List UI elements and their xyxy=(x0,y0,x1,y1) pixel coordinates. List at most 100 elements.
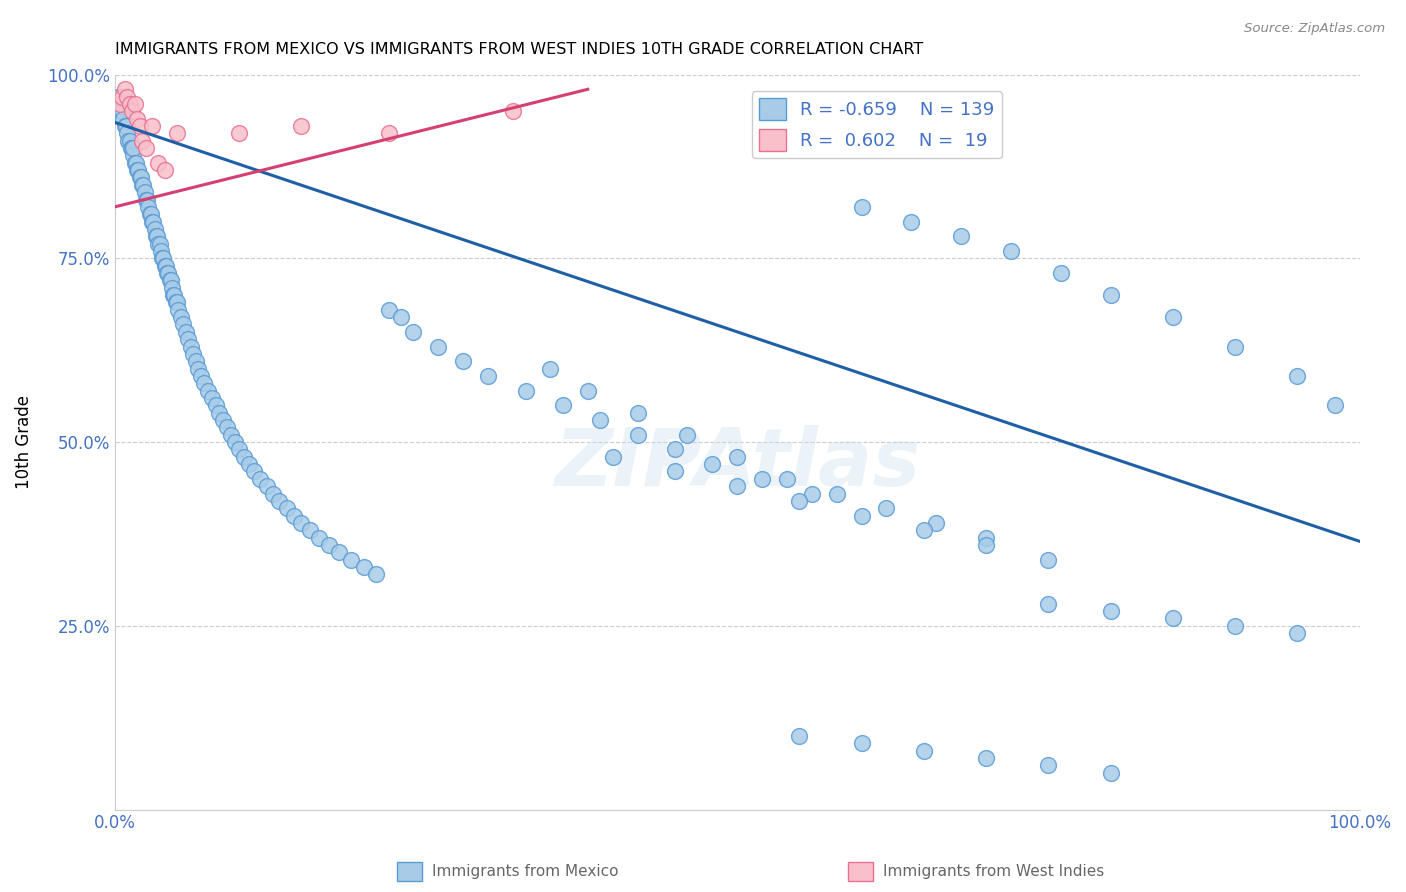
Point xyxy=(122,148,145,162)
Point xyxy=(127,163,149,178)
Point xyxy=(132,178,155,192)
Point xyxy=(589,413,612,427)
Point xyxy=(120,141,142,155)
Point xyxy=(950,229,973,244)
Point xyxy=(112,112,135,126)
Point xyxy=(243,465,266,479)
Point xyxy=(124,155,146,169)
Point xyxy=(800,486,823,500)
Point xyxy=(1099,604,1122,618)
Point xyxy=(276,501,298,516)
Point xyxy=(181,347,204,361)
Point xyxy=(1323,398,1346,412)
Point xyxy=(110,104,132,119)
Point xyxy=(776,472,799,486)
Point xyxy=(1223,619,1246,633)
Point xyxy=(402,325,425,339)
Point xyxy=(551,398,574,412)
Point xyxy=(108,97,131,112)
Point xyxy=(626,406,648,420)
Point xyxy=(751,472,773,486)
Point xyxy=(702,457,724,471)
Point xyxy=(124,97,146,112)
Point xyxy=(1038,597,1060,611)
Point xyxy=(725,479,748,493)
Point xyxy=(127,112,149,126)
Point xyxy=(152,252,174,266)
Point xyxy=(201,391,224,405)
Point xyxy=(156,266,179,280)
Point xyxy=(148,236,170,251)
Point xyxy=(131,178,153,192)
Point xyxy=(427,339,450,353)
Point xyxy=(115,89,138,103)
Point xyxy=(851,200,873,214)
Point xyxy=(165,295,187,310)
Point xyxy=(184,354,207,368)
Point xyxy=(1161,310,1184,325)
Point xyxy=(974,531,997,545)
Point xyxy=(190,368,212,383)
Point xyxy=(148,155,170,169)
Point xyxy=(825,486,848,500)
Point xyxy=(224,435,246,450)
Point xyxy=(219,427,242,442)
Point xyxy=(135,141,157,155)
Point xyxy=(389,310,412,325)
Point xyxy=(138,207,160,221)
Point xyxy=(538,361,561,376)
Point xyxy=(128,119,150,133)
Point xyxy=(1099,765,1122,780)
Point xyxy=(283,508,305,523)
Point xyxy=(204,398,226,412)
Point xyxy=(900,214,922,228)
Point xyxy=(725,450,748,464)
Point xyxy=(328,545,350,559)
Point xyxy=(174,325,197,339)
Point xyxy=(851,736,873,750)
Point xyxy=(134,185,156,199)
Point xyxy=(249,472,271,486)
Point xyxy=(912,523,935,537)
Point xyxy=(626,427,648,442)
Point xyxy=(148,236,170,251)
Point xyxy=(135,193,157,207)
Point xyxy=(177,332,200,346)
Point xyxy=(318,538,340,552)
Point xyxy=(925,516,948,530)
Point xyxy=(366,567,388,582)
Point xyxy=(267,494,290,508)
Point xyxy=(290,119,312,133)
Point xyxy=(107,89,129,103)
Point xyxy=(162,288,184,302)
Point xyxy=(160,281,183,295)
Point xyxy=(138,200,160,214)
Point xyxy=(353,560,375,574)
Point xyxy=(136,193,159,207)
Point xyxy=(974,538,997,552)
Text: IMMIGRANTS FROM MEXICO VS IMMIGRANTS FROM WEST INDIES 10TH GRADE CORRELATION CHA: IMMIGRANTS FROM MEXICO VS IMMIGRANTS FRO… xyxy=(115,42,922,57)
Point xyxy=(111,104,134,119)
Point xyxy=(912,744,935,758)
Point xyxy=(1099,288,1122,302)
Point xyxy=(238,457,260,471)
Point xyxy=(228,442,250,457)
Point xyxy=(122,141,145,155)
Point xyxy=(115,119,138,133)
Point xyxy=(163,288,186,302)
Point xyxy=(157,266,180,280)
Point xyxy=(172,318,194,332)
Point xyxy=(149,244,172,258)
Point xyxy=(1286,626,1309,640)
Legend: R = -0.659    N = 139, R =  0.602    N =  19: R = -0.659 N = 139, R = 0.602 N = 19 xyxy=(752,91,1002,159)
Point xyxy=(789,494,811,508)
Point xyxy=(159,273,181,287)
Point xyxy=(128,170,150,185)
Point xyxy=(208,406,231,420)
Point xyxy=(515,384,537,398)
Point xyxy=(115,127,138,141)
Point xyxy=(299,523,322,537)
Point xyxy=(789,729,811,743)
Point xyxy=(193,376,215,391)
Point xyxy=(131,134,153,148)
